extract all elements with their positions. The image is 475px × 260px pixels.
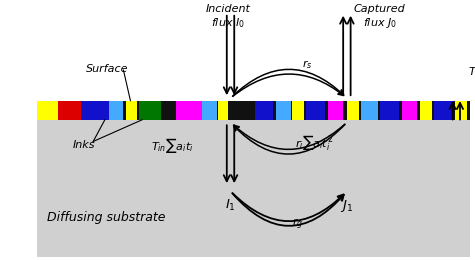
Text: Captured
flux $J_0$: Captured flux $J_0$	[353, 4, 405, 30]
Bar	[38, 120, 470, 257]
Bar	[455, 101, 466, 120]
Bar	[293, 101, 304, 120]
Bar	[139, 101, 161, 120]
Bar	[38, 101, 58, 120]
Bar	[255, 101, 273, 120]
Bar	[176, 101, 202, 120]
Bar	[109, 101, 124, 120]
Bar	[218, 101, 228, 120]
Text: $T_{in}\sum a_i t_i$: $T_{in}\sum a_i t_i$	[151, 136, 194, 155]
Bar	[306, 101, 325, 120]
Bar	[81, 101, 109, 120]
Bar	[361, 101, 378, 120]
Text: $J_1$: $J_1$	[341, 198, 353, 213]
Bar	[38, 101, 470, 120]
Bar	[420, 101, 432, 120]
Bar	[202, 101, 217, 120]
Text: $r_s$: $r_s$	[302, 58, 313, 72]
Bar	[161, 101, 176, 120]
Text: Surface: Surface	[86, 64, 128, 74]
Bar	[434, 101, 453, 120]
Bar	[402, 101, 417, 120]
Bar	[380, 101, 399, 120]
Bar	[328, 101, 343, 120]
Bar	[58, 101, 81, 120]
Bar	[126, 101, 137, 120]
Text: $T_{ex}\sum a_i t_i$: $T_{ex}\sum a_i t_i$	[468, 61, 475, 80]
Text: $I_1$: $I_1$	[225, 198, 236, 213]
Text: $r_i\sum a_i t_i^2$: $r_i\sum a_i t_i^2$	[295, 133, 333, 152]
Text: Inks: Inks	[73, 140, 95, 150]
Bar	[276, 101, 291, 120]
Text: Incident
flux $I_0$: Incident flux $I_0$	[206, 4, 251, 30]
Text: $r_g$: $r_g$	[293, 217, 304, 232]
Text: Diffusing substrate: Diffusing substrate	[47, 211, 165, 224]
Bar	[347, 101, 359, 120]
